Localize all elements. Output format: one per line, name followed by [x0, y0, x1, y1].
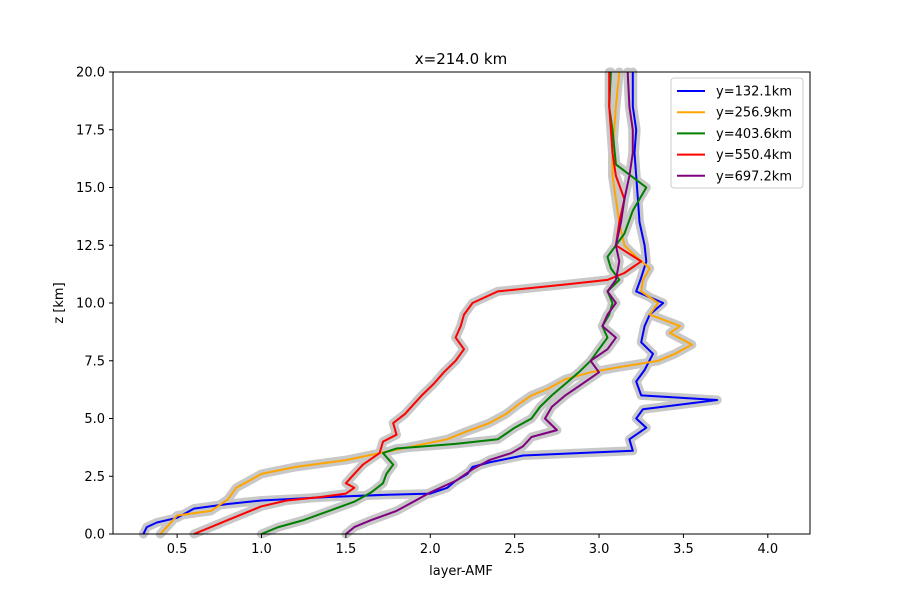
- x-tick-label: 4.0: [757, 542, 778, 557]
- x-tick-label: 1.0: [251, 542, 272, 557]
- x-tick-label: 3.5: [673, 542, 694, 557]
- series-line-3: [261, 71, 648, 535]
- y-tick-label: 5.0: [84, 412, 105, 427]
- y-tick-label: 0.0: [84, 528, 105, 543]
- y-tick-label: 2.5: [84, 470, 105, 485]
- y-tick-label: 7.5: [84, 354, 105, 369]
- series-line-5: [345, 71, 634, 535]
- x-tick-label: 3.0: [589, 542, 610, 557]
- series-line-2: [159, 71, 693, 535]
- chart-title: x=214.0 km: [415, 50, 507, 68]
- y-tick-label: 17.5: [76, 123, 105, 138]
- legend-label: y=403.6km: [716, 127, 792, 142]
- y-tick-label: 10.0: [76, 297, 105, 312]
- legend-label: y=697.2km: [716, 169, 792, 184]
- x-tick-label: 1.5: [336, 542, 357, 557]
- y-tick-label: 12.5: [76, 239, 105, 254]
- x-tick-label: 2.0: [420, 542, 441, 557]
- x-axis: 0.5 1.0 1.5 2.0 2.5 3.0 3.5 4.0: [167, 534, 778, 557]
- x-tick-label: 0.5: [167, 542, 188, 557]
- legend: y=132.1km y=256.9km y=403.6km y=550.4km y=69…: [670, 77, 804, 189]
- legend-frame: [670, 77, 804, 189]
- legend-label: y=132.1km: [716, 85, 792, 100]
- y-tick-label: 20.0: [76, 66, 105, 81]
- x-tick-label: 2.5: [504, 542, 525, 557]
- y-tick-label: 15.0: [76, 181, 105, 196]
- series-lines: [142, 71, 719, 535]
- y-axis: 0.0 2.5 5.0 7.5 10.0 12.5 15.0 17.5 20.0: [76, 66, 113, 543]
- x-axis-label: layer-AMF: [429, 564, 493, 579]
- legend-items: y=132.1km y=256.9km y=403.6km y=550.4km y=69…: [677, 85, 792, 184]
- y-axis-label: z [km]: [52, 282, 67, 323]
- legend-label: y=256.9km: [716, 106, 792, 121]
- legend-label: y=550.4km: [716, 148, 792, 163]
